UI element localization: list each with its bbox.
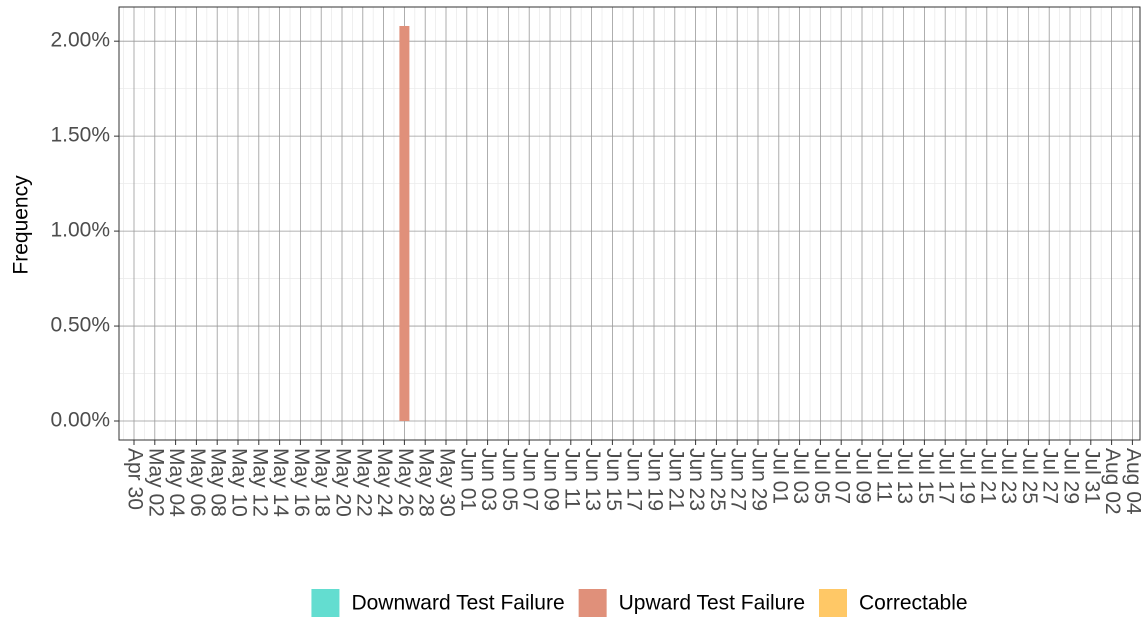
x-tick-label: Jun 29: [747, 448, 770, 511]
x-tick-label: May 06: [186, 448, 209, 517]
x-tick-label: May 20: [331, 448, 354, 517]
x-tick-label: Jun 17: [623, 448, 646, 511]
x-tick-label: Jul 27: [1039, 448, 1062, 504]
x-tick-label: Jul 09: [851, 448, 874, 504]
x-tick-label: Jul 15: [914, 448, 937, 504]
x-tick-label: May 18: [311, 448, 334, 517]
x-tick-label: May 10: [227, 448, 250, 517]
legend-label: Correctable: [859, 592, 968, 615]
y-tick-label: 0.00%: [50, 409, 110, 432]
x-tick-label: Jun 25: [706, 448, 729, 511]
x-tick-label: May 22: [352, 448, 375, 517]
x-tick-label: Jul 23: [997, 448, 1020, 504]
x-tick-label: Jun 09: [539, 448, 562, 511]
y-tick-label: 1.00%: [50, 219, 110, 242]
x-tick-label: Jun 27: [727, 448, 750, 511]
x-tick-label: Jul 01: [768, 448, 791, 504]
x-tick-label: Jun 21: [664, 448, 687, 511]
x-tick-label: May 26: [394, 448, 417, 517]
y-axis-title: Frequency: [10, 175, 33, 275]
x-tick-label: May 04: [165, 448, 188, 517]
x-tick-label: May 30: [435, 448, 458, 517]
x-tick-label: May 24: [373, 448, 396, 517]
x-tick-label: Apr 30: [123, 448, 146, 510]
x-tick-label: May 16: [290, 448, 313, 517]
legend-swatch: [311, 589, 340, 617]
x-tick-label: Jul 21: [976, 448, 999, 504]
legend-label: Upward Test Failure: [619, 592, 805, 615]
x-tick-label: May 02: [144, 448, 167, 517]
x-tick-label: Jun 15: [602, 448, 625, 511]
y-tick-label: 0.50%: [50, 314, 110, 337]
y-tick-label: 2.00%: [50, 29, 110, 52]
x-tick-label: Aug 02: [1101, 448, 1124, 515]
x-tick-label: Jun 01: [456, 448, 479, 511]
x-tick-label: Jul 17: [935, 448, 958, 504]
x-tick-label: Jul 13: [893, 448, 916, 504]
x-tick-label: May 08: [207, 448, 230, 517]
x-tick-label: Jun 05: [498, 448, 521, 511]
x-tick-label: Jul 07: [831, 448, 854, 504]
x-tick-label: Jul 03: [789, 448, 812, 504]
x-tick-label: Jun 13: [581, 448, 604, 511]
x-tick-label: Jul 05: [810, 448, 833, 504]
x-tick-label: Jun 23: [685, 448, 708, 511]
panel-border: [118, 6, 1141, 441]
x-tick-label: Jul 25: [1018, 448, 1041, 504]
legend-swatch: [578, 589, 607, 617]
x-tick-label: Aug 04: [1122, 448, 1141, 515]
x-tick-label: Jul 31: [1080, 448, 1103, 504]
x-tick-label: Jul 19: [955, 448, 978, 504]
x-tick-label: May 14: [269, 448, 292, 517]
y-tick-label: 1.50%: [50, 124, 110, 147]
bar: [399, 25, 410, 422]
x-tick-label: Jun 11: [560, 448, 583, 510]
x-tick-label: May 28: [415, 448, 438, 517]
x-tick-label: Jun 07: [519, 448, 542, 511]
x-tick-label: Jul 29: [1059, 448, 1082, 504]
x-tick-label: Jun 03: [477, 448, 500, 511]
legend-swatch: [819, 589, 847, 617]
x-tick-label: Jun 19: [643, 448, 666, 511]
x-tick-label: May 12: [248, 448, 271, 517]
x-tick-label: Jul 11: [872, 448, 895, 502]
legend-label: Downward Test Failure: [351, 592, 564, 615]
